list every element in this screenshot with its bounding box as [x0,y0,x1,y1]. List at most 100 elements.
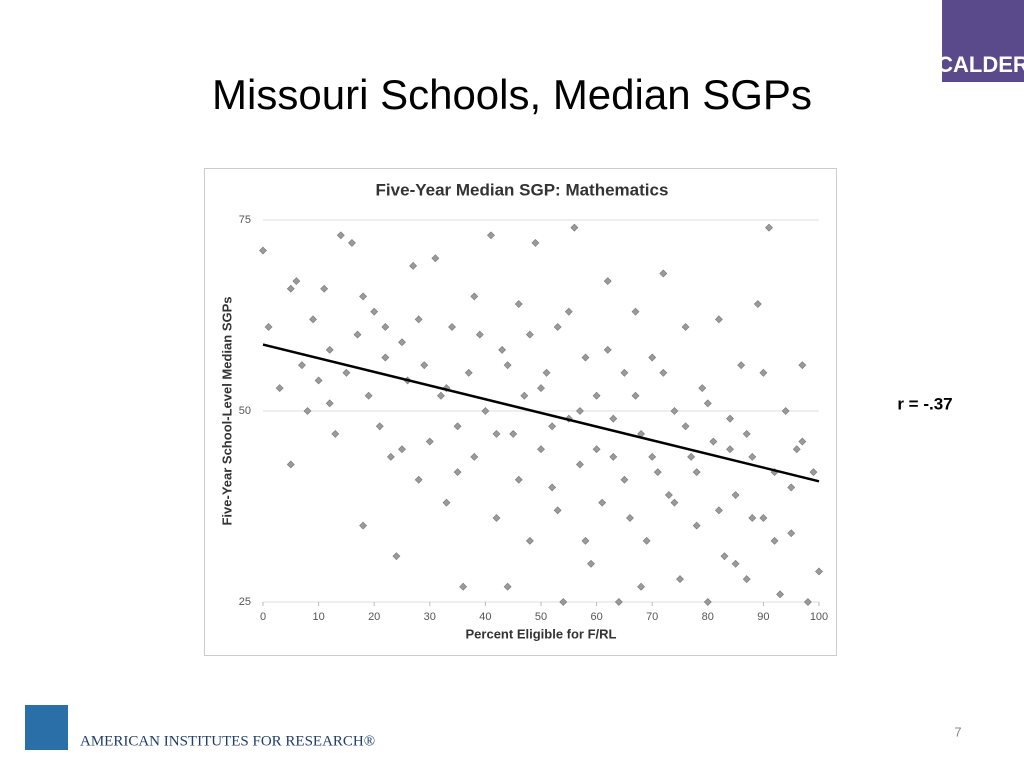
point [598,498,607,507]
point [609,414,618,423]
point [609,452,618,461]
point [726,414,734,423]
point [748,514,757,522]
point [481,407,490,415]
point [581,353,590,362]
point [420,361,429,370]
point [575,460,584,469]
point [559,598,568,606]
point [603,345,612,354]
point [353,330,362,339]
point [664,491,673,499]
point [487,231,495,240]
point [314,376,323,385]
point [798,437,807,446]
point [320,284,329,293]
point [520,391,529,400]
point [548,422,557,431]
point [303,407,312,415]
point [381,353,390,362]
point [581,536,590,545]
point [359,521,368,530]
point [703,399,712,408]
point [815,567,823,576]
point [676,575,684,584]
point [692,521,701,530]
point [436,391,445,400]
point [592,445,601,454]
point [537,384,545,393]
point [648,452,657,461]
x-tick-label: 90 [757,611,769,623]
x-tick-label: 50 [535,611,547,623]
point [525,536,534,545]
point [587,559,595,568]
trend-line [262,343,820,483]
x-tick-label: 70 [646,611,658,623]
point [503,582,512,591]
point [309,315,317,324]
calder-logo [942,0,1024,82]
point [475,330,484,339]
point [453,468,462,477]
x-tick-label: 100 [810,611,828,623]
y-axis-label: Five-Year School-Level Median SGPs [219,296,234,525]
point [726,445,734,454]
point [742,429,751,438]
point [542,368,551,377]
air-text: AMERICAN INSTITUTES FOR RESEARCH® [80,733,375,749]
point [453,422,462,431]
point [425,437,434,446]
point [748,452,757,461]
point [359,292,368,301]
point [692,468,701,477]
point [448,323,456,331]
point [714,315,723,324]
chart-frame [204,168,837,656]
point [409,261,418,270]
point [709,437,718,446]
point [603,277,612,286]
point [631,307,640,316]
point [537,445,545,454]
point [375,422,384,431]
point [386,452,395,461]
x-axis-label: Percent Eligible for F/RL [466,626,617,641]
point [637,582,646,591]
point [714,506,723,515]
y-tick-label: 75 [239,214,251,226]
point [626,514,634,522]
point [687,452,696,461]
y-tick-label: 25 [239,596,251,608]
annotation: r = -.37 [897,394,952,413]
point [731,559,740,568]
point [348,238,356,247]
point [553,323,562,331]
point [514,300,523,308]
point [331,429,340,438]
point [470,292,479,301]
point [720,552,729,561]
point [659,368,668,377]
point [742,575,751,584]
point [731,491,740,499]
point [753,300,762,308]
point [392,552,401,561]
point [670,498,679,507]
point [381,323,390,331]
point [342,368,351,377]
point [297,361,306,370]
point [503,361,512,370]
point [370,307,379,316]
point [575,407,584,415]
point [398,445,406,454]
point [648,353,657,362]
point [414,315,423,324]
x-tick-label: 10 [312,611,324,623]
x-tick-label: 60 [590,611,602,623]
x-tick-label: 30 [424,611,436,623]
point [336,231,345,240]
point [809,468,818,477]
point [564,307,573,316]
point [803,598,812,606]
